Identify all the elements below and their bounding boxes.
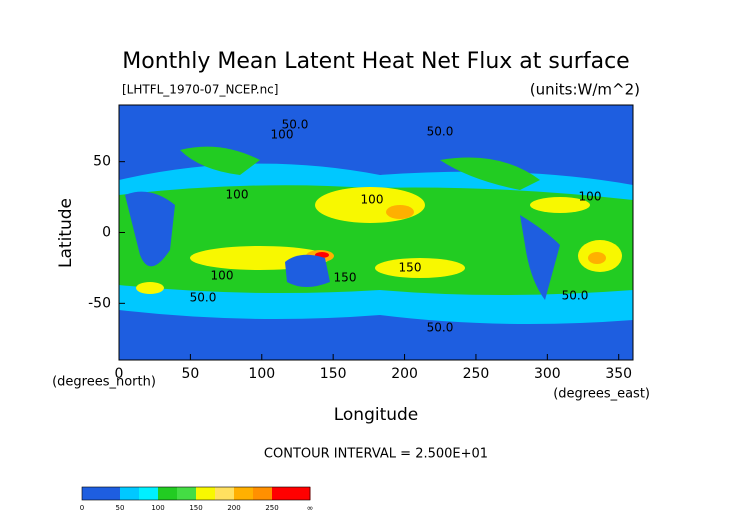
colorbar-label: 250	[265, 504, 278, 512]
field	[118, 104, 634, 361]
colorbar-swatch	[101, 487, 121, 500]
y-axis-label: Latitude	[56, 198, 76, 268]
contour-label: 50.0	[562, 289, 589, 303]
annotation: CONTOUR INTERVAL = 2.500E+01	[264, 447, 488, 462]
contour-label: 150	[399, 261, 422, 275]
subtitle: [LHTFL_1970-07_NCEP.nc]	[122, 83, 278, 97]
y-tick-label: -50	[88, 295, 111, 311]
contour-label: 50.0	[427, 321, 454, 335]
x-axis-units: (degrees_east)	[553, 387, 650, 402]
colorbar-swatch	[177, 487, 197, 500]
colorbar-label: ∞	[307, 504, 314, 513]
x-tick-label: 150	[320, 366, 347, 382]
colorbar-label: 0	[80, 504, 84, 512]
contour-label: 100	[211, 269, 234, 283]
colorbar-frame	[81, 486, 311, 501]
y-axis-units: (degrees_north)	[52, 375, 156, 390]
colorbar-swatch	[234, 487, 254, 500]
contour-label: 100	[226, 188, 249, 202]
x-tick-label: 100	[248, 366, 275, 382]
colorbar-swatch	[196, 487, 216, 500]
contour-label: 50.0	[190, 291, 217, 305]
contour-label: 100	[361, 193, 384, 207]
colorbar-swatch	[158, 487, 178, 500]
colorbar-swatch	[82, 487, 102, 500]
colorbar-swatch	[139, 487, 159, 500]
colorbar-swatch	[272, 487, 292, 500]
x-tick-label: 300	[534, 366, 561, 382]
units: (units:W/m^2)	[530, 81, 640, 99]
contour-label: 100	[271, 128, 294, 142]
colorbar-label: 200	[227, 504, 240, 512]
y-tick-label: 50	[93, 154, 111, 170]
x-tick-label: 250	[463, 366, 490, 382]
contour-label: 50.0	[427, 125, 454, 139]
colorbar-swatch	[291, 487, 311, 500]
x-axis-label: Longitude	[334, 405, 419, 425]
x-tick-label: 200	[391, 366, 418, 382]
colorbar-swatch	[253, 487, 273, 500]
contour-label: 150	[334, 271, 357, 285]
x-tick-label: 350	[605, 366, 632, 382]
colorbar-label: 150	[189, 504, 202, 512]
x-tick-label: 0	[115, 366, 124, 382]
chart-title: Monthly Mean Latent Heat Net Flux at sur…	[122, 49, 629, 74]
x-tick-label: 50	[181, 366, 199, 382]
colorbar-label: 50	[116, 504, 125, 512]
y-tick-label: 0	[102, 225, 111, 241]
contour-label: 100	[579, 190, 602, 204]
colorbar-swatch	[215, 487, 235, 500]
colorbar-swatch	[120, 487, 140, 500]
colorbar-label: 100	[151, 504, 164, 512]
contour-label: 50.0	[282, 118, 309, 132]
